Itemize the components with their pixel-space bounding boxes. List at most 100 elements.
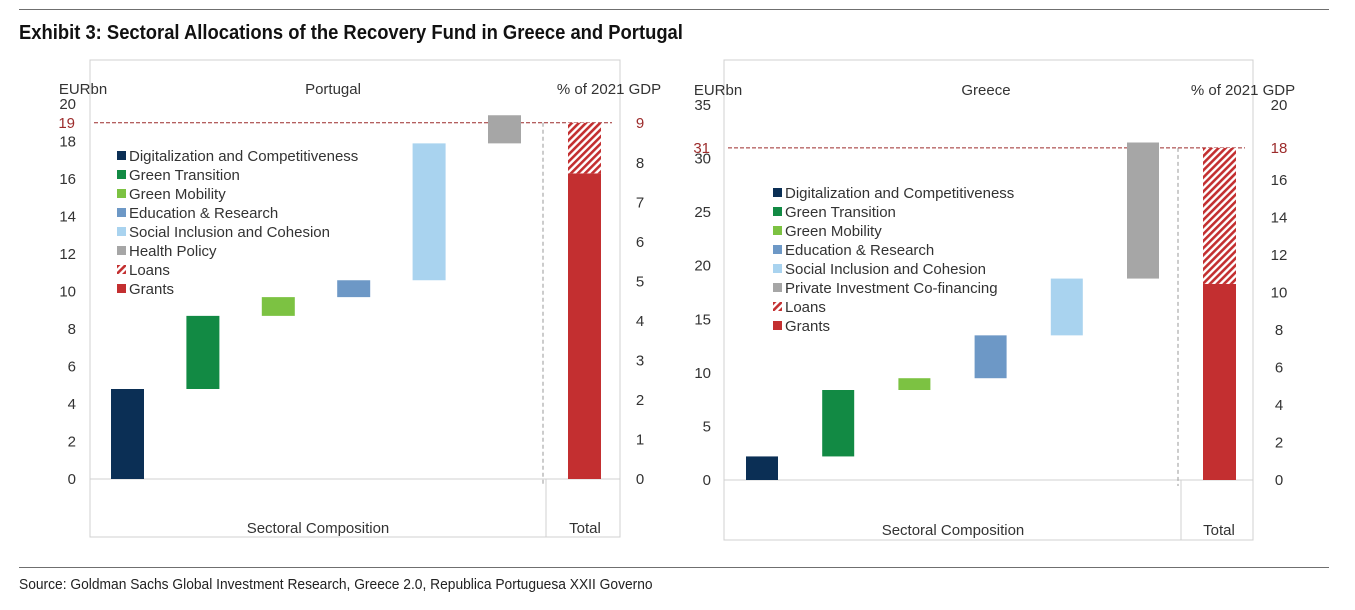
total-grants-bar: [568, 173, 601, 479]
legend-label: Green Transition: [129, 167, 240, 184]
bar-green-transition: [822, 390, 855, 457]
x-label-total: Total: [569, 520, 601, 537]
y-tick-left: 4: [68, 396, 76, 413]
bar-green-transition: [186, 315, 220, 389]
legend-label: Digitalization and Competitiveness: [785, 185, 1014, 202]
bar-digitalization-and-competitiveness: [111, 389, 144, 479]
y-tick-right: 4: [1275, 397, 1283, 414]
y-tick-left: 5: [703, 418, 711, 435]
legend-swatch: [773, 264, 782, 273]
legend-label: Social Inclusion and Cohesion: [129, 224, 330, 241]
y-tick-left: 2: [68, 434, 76, 451]
y-tick-left: 6: [68, 359, 76, 376]
bar-green-mobility: [898, 378, 931, 390]
y-tick-left: 0: [703, 472, 711, 489]
legend-swatch: [117, 208, 126, 217]
legend-label: Green Mobility: [129, 186, 226, 203]
total-loans-bar: [568, 122, 601, 174]
y-tick-right: 8: [636, 155, 644, 172]
y-tick-right: 10: [1271, 285, 1288, 302]
bar-social-inclusion-and-cohesion: [412, 143, 446, 281]
legend-swatch: [773, 245, 782, 254]
bar-green-mobility: [261, 297, 295, 316]
bottom-rule: [19, 567, 1329, 568]
legend-swatch: [773, 188, 782, 197]
legend-swatch: [773, 321, 782, 330]
bar-digitalization-and-competitiveness: [746, 456, 778, 480]
reference-right-label: 9: [636, 115, 644, 132]
legend-label: Social Inclusion and Cohesion: [785, 261, 986, 278]
reference-left-label: 19: [58, 115, 75, 132]
y-tick-left: 20: [59, 96, 76, 113]
y-tick-right: 4: [636, 313, 644, 330]
y-tick-left: 25: [694, 204, 711, 221]
y-tick-left: 30: [694, 151, 711, 168]
y-tick-right: 6: [1275, 360, 1283, 377]
y-tick-left: 16: [59, 171, 76, 188]
y-tick-right: 3: [636, 353, 644, 370]
legend-swatch: [773, 283, 782, 292]
left-axis-unit: EURbn: [59, 81, 107, 98]
y-tick-left: 10: [694, 365, 711, 382]
y-tick-left: 20: [694, 258, 711, 275]
legend-label: Grants: [785, 318, 830, 335]
legend-label: Private Investment Co-financing: [785, 280, 998, 297]
y-tick-right: 1: [636, 432, 644, 449]
legend-swatch: [117, 189, 126, 198]
bar-education-research: [337, 280, 371, 298]
y-tick-right: 16: [1271, 172, 1288, 189]
legend-label: Loans: [785, 299, 826, 316]
y-tick-left: 8: [68, 321, 76, 338]
y-tick-left: 14: [59, 209, 76, 226]
top-rule: [19, 9, 1329, 10]
x-label-sectoral: Sectoral Composition: [247, 520, 390, 537]
y-tick-right: 12: [1271, 247, 1288, 264]
legend-swatch: [117, 170, 126, 179]
total-grants-bar: [1203, 283, 1236, 480]
y-tick-right: 0: [1275, 472, 1283, 489]
y-tick-left: 12: [59, 246, 76, 263]
legend-label: Education & Research: [785, 242, 934, 259]
bar-social-inclusion-and-cohesion: [1050, 278, 1083, 336]
y-tick-right: 2: [636, 392, 644, 409]
y-tick-right: 5: [636, 274, 644, 291]
left-axis-unit: EURbn: [694, 82, 742, 99]
legend-label: Green Transition: [785, 204, 896, 221]
chart-panel-greece: EURbn Greece % of 2021 GDP 0 5 10 15 20 25 30 35 0 2…: [693, 59, 1295, 541]
legend-label: Loans: [129, 262, 170, 279]
y-tick-left: 0: [68, 471, 76, 488]
legend-label: Green Mobility: [785, 223, 882, 240]
legend-label: Education & Research: [129, 205, 278, 222]
y-tick-right: 8: [1275, 322, 1283, 339]
legend-swatch: [773, 226, 782, 235]
y-tick-right: 7: [636, 195, 644, 212]
y-tick-left: 15: [694, 311, 711, 328]
legend-label: Digitalization and Competitiveness: [129, 148, 358, 165]
legend-swatch: [117, 265, 126, 274]
chart-panel-portugal: EURbn Portugal% of 2021 GDP02468101214161…: [58, 59, 661, 538]
source-note: Source: Goldman Sachs Global Investment …: [19, 576, 653, 593]
legend-swatch: [117, 151, 126, 160]
y-tick-right: 2: [1275, 435, 1283, 452]
panel-title: Greece: [961, 82, 1010, 99]
y-tick-left: 35: [694, 97, 711, 114]
panel-title: Portugal: [305, 81, 361, 98]
x-label-total: Total: [1203, 522, 1235, 539]
legend-swatch: [773, 207, 782, 216]
legend-swatch: [117, 284, 126, 293]
exhibit-title: Exhibit 3: Sectoral Allocations of the R…: [19, 22, 683, 44]
y-tick-right: 20: [1271, 97, 1288, 114]
legend-label: Health Policy: [129, 243, 217, 260]
plot-frame: [723, 59, 1254, 541]
legend-swatch: [117, 227, 126, 236]
reference-left-label: 31: [693, 140, 710, 157]
x-label-sectoral: Sectoral Composition: [882, 522, 1025, 539]
legend-swatch: [117, 246, 126, 255]
right-axis-unit: % of 2021 GDP: [557, 81, 661, 98]
y-tick-right: 14: [1271, 210, 1288, 227]
reference-right-label: 18: [1271, 140, 1288, 157]
y-tick-left: 10: [59, 284, 76, 301]
right-axis-unit: % of 2021 GDP: [1191, 82, 1295, 99]
y-tick-right: 0: [636, 471, 644, 488]
legend-swatch: [773, 302, 782, 311]
